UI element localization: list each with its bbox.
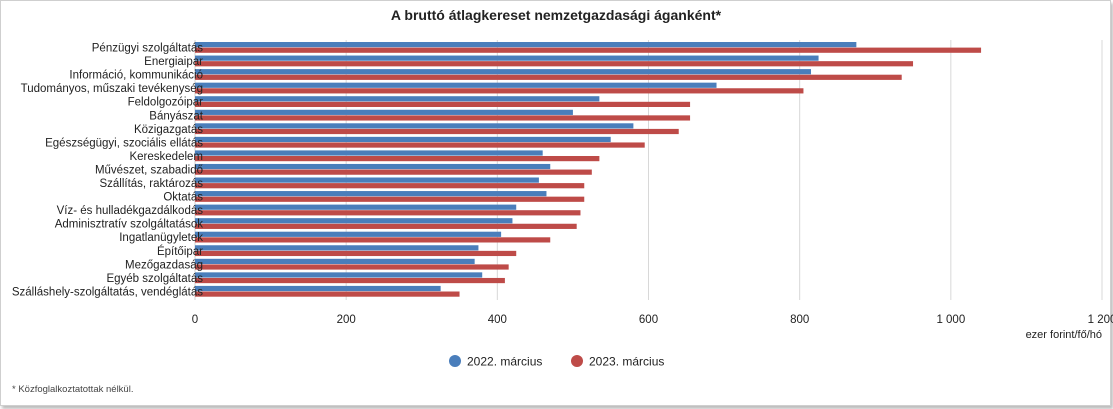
- bar-series-2022: [195, 177, 539, 183]
- category-label: Mezőgazdaság: [125, 259, 203, 271]
- legend-marker: [449, 355, 461, 367]
- bar-series-2023: [195, 101, 691, 107]
- bar-series-2022: [195, 218, 513, 224]
- bar-series-2023: [195, 115, 691, 121]
- bar-series-2022: [195, 55, 819, 61]
- category-label: Víz- és hulladékgazdálkodás: [57, 205, 204, 217]
- legend-marker: [571, 355, 583, 367]
- category-label: Információ, kommunikáció: [69, 70, 203, 82]
- bar-series-2022: [195, 150, 543, 156]
- category-label: Oktatás: [163, 192, 203, 204]
- bar-series-2023: [195, 142, 645, 148]
- bar-series-2023: [195, 128, 679, 135]
- bar-series-2023: [195, 223, 577, 229]
- category-label: Egészségügyi, szociális ellátás: [45, 137, 203, 149]
- legend: 2022. március 2023. március: [449, 355, 664, 369]
- bar-series-2022: [195, 163, 551, 170]
- bar-series-2022: [195, 42, 857, 48]
- category-label: Ingatlanügyletek: [119, 232, 203, 244]
- x-tick-label: 800: [790, 314, 809, 326]
- x-tick-label: 1 000: [936, 314, 965, 326]
- bar-series-2022: [195, 285, 441, 292]
- category-label: Építőipar: [157, 245, 203, 258]
- category-label: Tudományos, műszaki tevékenység: [21, 83, 203, 95]
- bar-series-2023: [195, 196, 585, 202]
- category-label: Kereskedelem: [129, 151, 203, 163]
- x-tick-label: 0: [192, 314, 198, 326]
- bar-series-2023: [195, 237, 551, 243]
- bar-series-2022: [195, 123, 634, 129]
- category-label: Feldolgozóipar: [128, 97, 204, 109]
- bar-series-2023: [195, 74, 902, 80]
- category-label: Bányászat: [149, 110, 204, 122]
- bar-series-2023: [195, 291, 460, 297]
- bar-series-2023: [195, 156, 600, 162]
- category-label: Művészet, szabadidő: [95, 164, 203, 176]
- bar-series-2023: [195, 88, 804, 94]
- category-label: Egyéb szolgáltatás: [106, 273, 203, 285]
- bar-series-2022: [195, 82, 717, 88]
- x-tick-label: 200: [337, 314, 356, 326]
- bar-series-2022: [195, 245, 479, 251]
- bar-series-2022: [195, 69, 812, 75]
- x-tick-labels: 0 200 400 600 800 1 000 1 200: [192, 314, 1113, 326]
- x-tick-label: 400: [488, 314, 507, 326]
- bar-series-2022: [195, 136, 611, 143]
- bar-series-2022: [195, 231, 502, 237]
- bars: [195, 42, 982, 297]
- bar-series-2023: [195, 47, 982, 53]
- bar-series-2022: [195, 109, 573, 115]
- x-tick-label: 1 200: [1088, 314, 1113, 326]
- category-label: Közigazgatás: [134, 124, 203, 136]
- category-label: Szállítás, raktározás: [99, 178, 203, 190]
- bar-series-2023: [195, 277, 505, 284]
- bar-series-2022: [195, 191, 547, 197]
- bar-series-2023: [195, 61, 914, 67]
- bar-series-2022: [195, 204, 517, 210]
- bar-series-2023: [195, 183, 585, 189]
- x-tick-label: 600: [639, 314, 658, 326]
- bar-series-2022: [195, 258, 475, 264]
- bar-series-2022: [195, 272, 483, 278]
- category-label: Adminisztratív szolgáltatások: [55, 219, 204, 231]
- bar-series-2023: [195, 264, 509, 270]
- chart-title: A bruttó átlagkereset nemzetgazdasági ág…: [391, 7, 722, 23]
- legend-label: 2023. március: [589, 355, 664, 369]
- category-label: Pénzügyi szolgáltatás: [92, 43, 203, 55]
- bar-series-2023: [195, 169, 592, 175]
- category-label: Szálláshely-szolgáltatás, vendéglátás: [12, 286, 203, 298]
- bar-series-2023: [195, 250, 517, 257]
- bar-series-2022: [195, 96, 600, 102]
- legend-label: 2022. március: [467, 355, 542, 369]
- category-label: Energiaipar: [144, 56, 203, 68]
- footnote: * Közfoglalkoztatottak nélkül.: [12, 384, 133, 395]
- bar-series-2023: [195, 210, 581, 216]
- x-axis-unit-label: ezer forint/fő/hó: [1026, 329, 1102, 341]
